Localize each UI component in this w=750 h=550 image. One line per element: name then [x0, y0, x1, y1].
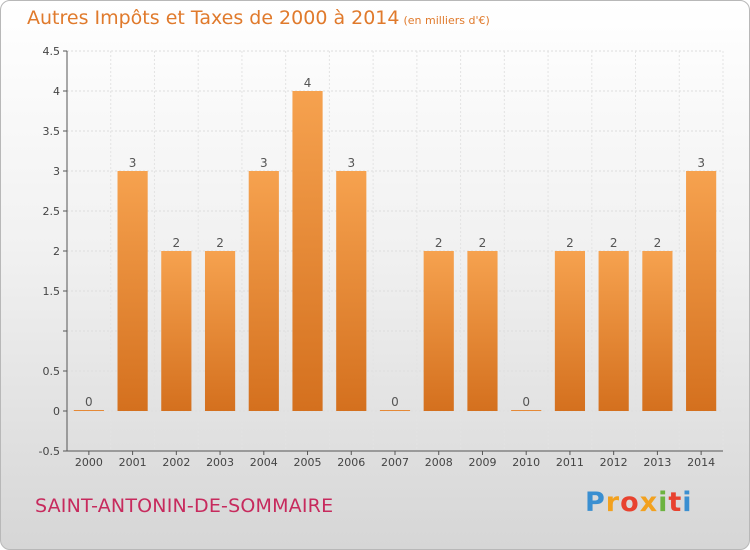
proxiti-logo: Proxiti [585, 487, 693, 518]
y-tick-label: 0 [53, 405, 60, 418]
y-tick-label: 0.5 [43, 365, 61, 378]
y-tick-label: -0.5 [39, 445, 60, 458]
bar [642, 251, 673, 411]
bar [117, 171, 148, 411]
value-label: 2 [654, 236, 662, 250]
title-unit: (en milliers d'€) [403, 14, 490, 27]
x-tick-label: 2006 [337, 456, 365, 469]
y-tick-label: 3.5 [43, 125, 61, 138]
value-label: 3 [260, 156, 268, 170]
bar [336, 171, 367, 411]
value-label: 4 [304, 76, 312, 90]
value-label: 0 [522, 395, 530, 409]
x-tick-label: 2007 [381, 456, 409, 469]
x-tick-label: 2001 [119, 456, 147, 469]
bar [598, 251, 629, 411]
bar [554, 251, 586, 411]
value-label: 2 [216, 236, 224, 250]
x-tick-label: 2000 [75, 456, 103, 469]
logo-letter: x [639, 487, 659, 518]
x-tick-label: 2010 [512, 456, 540, 469]
bar [467, 251, 498, 411]
logo-letter: P [585, 487, 606, 518]
value-label: 2 [173, 236, 181, 250]
value-label: 3 [129, 156, 137, 170]
x-tick-label: 2013 [643, 456, 671, 469]
bar [248, 171, 279, 411]
x-tick-label: 2004 [250, 456, 278, 469]
bar [161, 251, 192, 411]
logo-letter: o [620, 487, 640, 518]
y-tick-label: 2.5 [43, 205, 61, 218]
logo-letter: i [682, 487, 693, 518]
chart-title: Autres Impôts et Taxes de 2000 à 2014 (en… [27, 7, 490, 29]
bar [73, 410, 104, 411]
value-label: 2 [479, 236, 487, 250]
logo-letter: r [605, 487, 621, 518]
x-tick-label: 2003 [206, 456, 234, 469]
x-tick-label: 2002 [162, 456, 190, 469]
x-tick-label: 2012 [600, 456, 628, 469]
y-tick-label: 2 [53, 245, 60, 258]
x-tick-label: 2014 [687, 456, 715, 469]
bar [204, 251, 236, 411]
commune-name: SAINT-ANTONIN-DE-SOMMAIRE [35, 495, 334, 517]
x-tick-label: 2011 [556, 456, 584, 469]
y-tick-label: 3 [53, 165, 60, 178]
x-tick-label: 2008 [425, 456, 453, 469]
value-label: 2 [566, 236, 574, 250]
title-text: Autres Impôts et Taxes de 2000 à 2014 [27, 7, 400, 29]
value-label: 2 [435, 236, 443, 250]
bar [511, 410, 542, 411]
logo-letter: t [668, 487, 683, 518]
bar [423, 251, 454, 411]
value-label: 3 [697, 156, 705, 170]
value-label: 3 [347, 156, 355, 170]
x-tick-label: 2005 [294, 456, 322, 469]
bar [686, 171, 717, 411]
y-tick-label: 4.5 [43, 45, 61, 58]
value-label: 0 [391, 395, 399, 409]
bar [379, 410, 411, 411]
value-label: 2 [610, 236, 618, 250]
x-tick-label: 2009 [468, 456, 496, 469]
y-tick-label: 4 [53, 85, 60, 98]
logo-letter: i [658, 487, 669, 518]
bar [292, 91, 323, 411]
value-label: 0 [85, 395, 93, 409]
y-tick-label: 1.5 [43, 285, 61, 298]
